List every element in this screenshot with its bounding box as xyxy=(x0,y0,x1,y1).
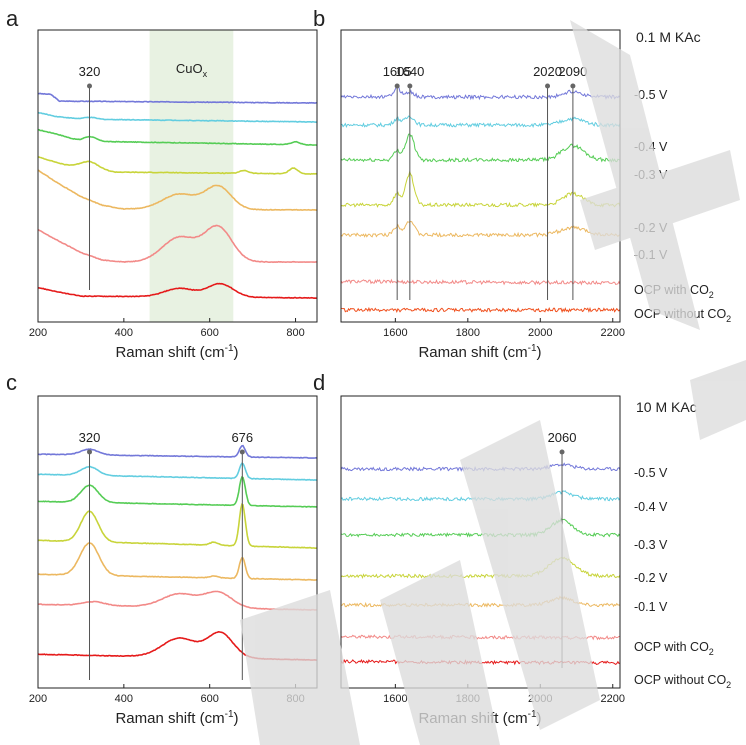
x-tick-label-b-2: 2000 xyxy=(528,327,552,339)
marker-dot-c-1 xyxy=(239,449,245,455)
x-tick-label-c-2: 600 xyxy=(201,693,219,705)
x-tick-label-c-1: 400 xyxy=(115,693,133,705)
marker-label-b-3: 2090 xyxy=(558,64,587,79)
series-line-c-1 xyxy=(38,462,317,482)
x-axis-label-c: Raman shift (cm-1) xyxy=(115,709,238,727)
condition-side-label-d-4: -0.1 V xyxy=(634,600,668,614)
panel-label-b: b xyxy=(313,6,325,31)
marker-dot-d-0 xyxy=(559,449,565,455)
series-line-c-3 xyxy=(38,503,317,549)
series-line-c-5 xyxy=(38,590,317,611)
cuox-region-label: CuOx xyxy=(176,61,208,79)
x-axis-label-a: Raman shift (cm-1) xyxy=(115,343,238,361)
marker-dot-b-2 xyxy=(545,83,551,89)
condition-side-label-d-3: -0.2 V xyxy=(634,571,668,585)
series-line-a-1 xyxy=(38,111,317,124)
x-tick-label-d-3: 2200 xyxy=(601,693,625,705)
marker-dot-a-0 xyxy=(87,83,93,89)
series-line-a-5 xyxy=(38,224,317,264)
series-line-d-3 xyxy=(341,556,620,579)
x-tick-label-d-0: 1600 xyxy=(383,693,407,705)
panel-label-d: d xyxy=(313,370,325,395)
condition-side-label-d-1: -0.4 V xyxy=(634,500,668,514)
marker-dot-b-3 xyxy=(570,83,576,89)
marker-label-b-2: 2020 xyxy=(533,64,562,79)
series-line-a-3 xyxy=(38,156,317,176)
condition-label-d: 10 M KAc xyxy=(636,399,697,415)
cuox-region-shade xyxy=(149,30,234,322)
marker-dot-b-1 xyxy=(407,83,413,89)
marker-label-c-0: 320 xyxy=(79,430,101,445)
series-line-c-2 xyxy=(38,476,317,508)
marker-label-c-1: 676 xyxy=(231,430,253,445)
series-line-a-6 xyxy=(38,282,317,300)
series-line-a-0 xyxy=(38,92,317,105)
condition-side-label-d-5: OCP with CO2 xyxy=(634,640,714,657)
marker-label-d-0: 2060 xyxy=(548,430,577,445)
series-line-b-3 xyxy=(341,170,620,208)
series-line-a-4 xyxy=(38,169,317,212)
series-line-d-2 xyxy=(341,518,620,538)
marker-label-a-0: 320 xyxy=(79,64,101,79)
x-tick-label-b-1: 1800 xyxy=(456,327,480,339)
condition-label-b: 0.1 M KAc xyxy=(636,29,701,45)
series-line-a-2 xyxy=(38,128,317,146)
series-line-b-5 xyxy=(341,278,620,286)
series-line-b-4 xyxy=(341,220,620,238)
watermark-accepted xyxy=(240,20,746,745)
series-line-c-4 xyxy=(38,542,317,581)
x-tick-label-a-3: 800 xyxy=(286,327,304,339)
series-line-b-2 xyxy=(341,133,620,163)
x-tick-label-b-3: 2200 xyxy=(601,327,625,339)
panel-label-a: a xyxy=(6,6,19,31)
panel-label-c: c xyxy=(6,370,17,395)
series-line-b-0 xyxy=(341,86,620,101)
panel-a: 320 200 400 600 800 a Raman shift (cm-1) Cu… xyxy=(6,6,318,361)
condition-side-label-d-0: -0.5 V xyxy=(634,466,668,480)
marker-label-b-1: 1640 xyxy=(395,64,424,79)
x-tick-label-b-0: 1600 xyxy=(383,327,407,339)
x-tick-label-a-1: 400 xyxy=(115,327,133,339)
marker-dot-c-0 xyxy=(87,449,93,455)
condition-side-label-d-6: OCP without CO2 xyxy=(634,673,731,690)
series-line-b-1 xyxy=(341,115,620,129)
marker-label-b-0: 1605 xyxy=(383,64,412,79)
series-line-c-0 xyxy=(38,444,317,459)
series-line-b-6 xyxy=(341,306,620,314)
x-tick-label-c-0: 200 xyxy=(29,693,47,705)
x-axis-label-b: Raman shift (cm-1) xyxy=(418,343,541,361)
marker-dot-b-0 xyxy=(394,83,400,89)
condition-side-label-d-2: -0.3 V xyxy=(634,538,668,552)
x-tick-label-a-2: 600 xyxy=(201,327,219,339)
condition-side-label-b-0: -0.5 V xyxy=(634,88,668,102)
x-tick-label-a-0: 200 xyxy=(29,327,47,339)
